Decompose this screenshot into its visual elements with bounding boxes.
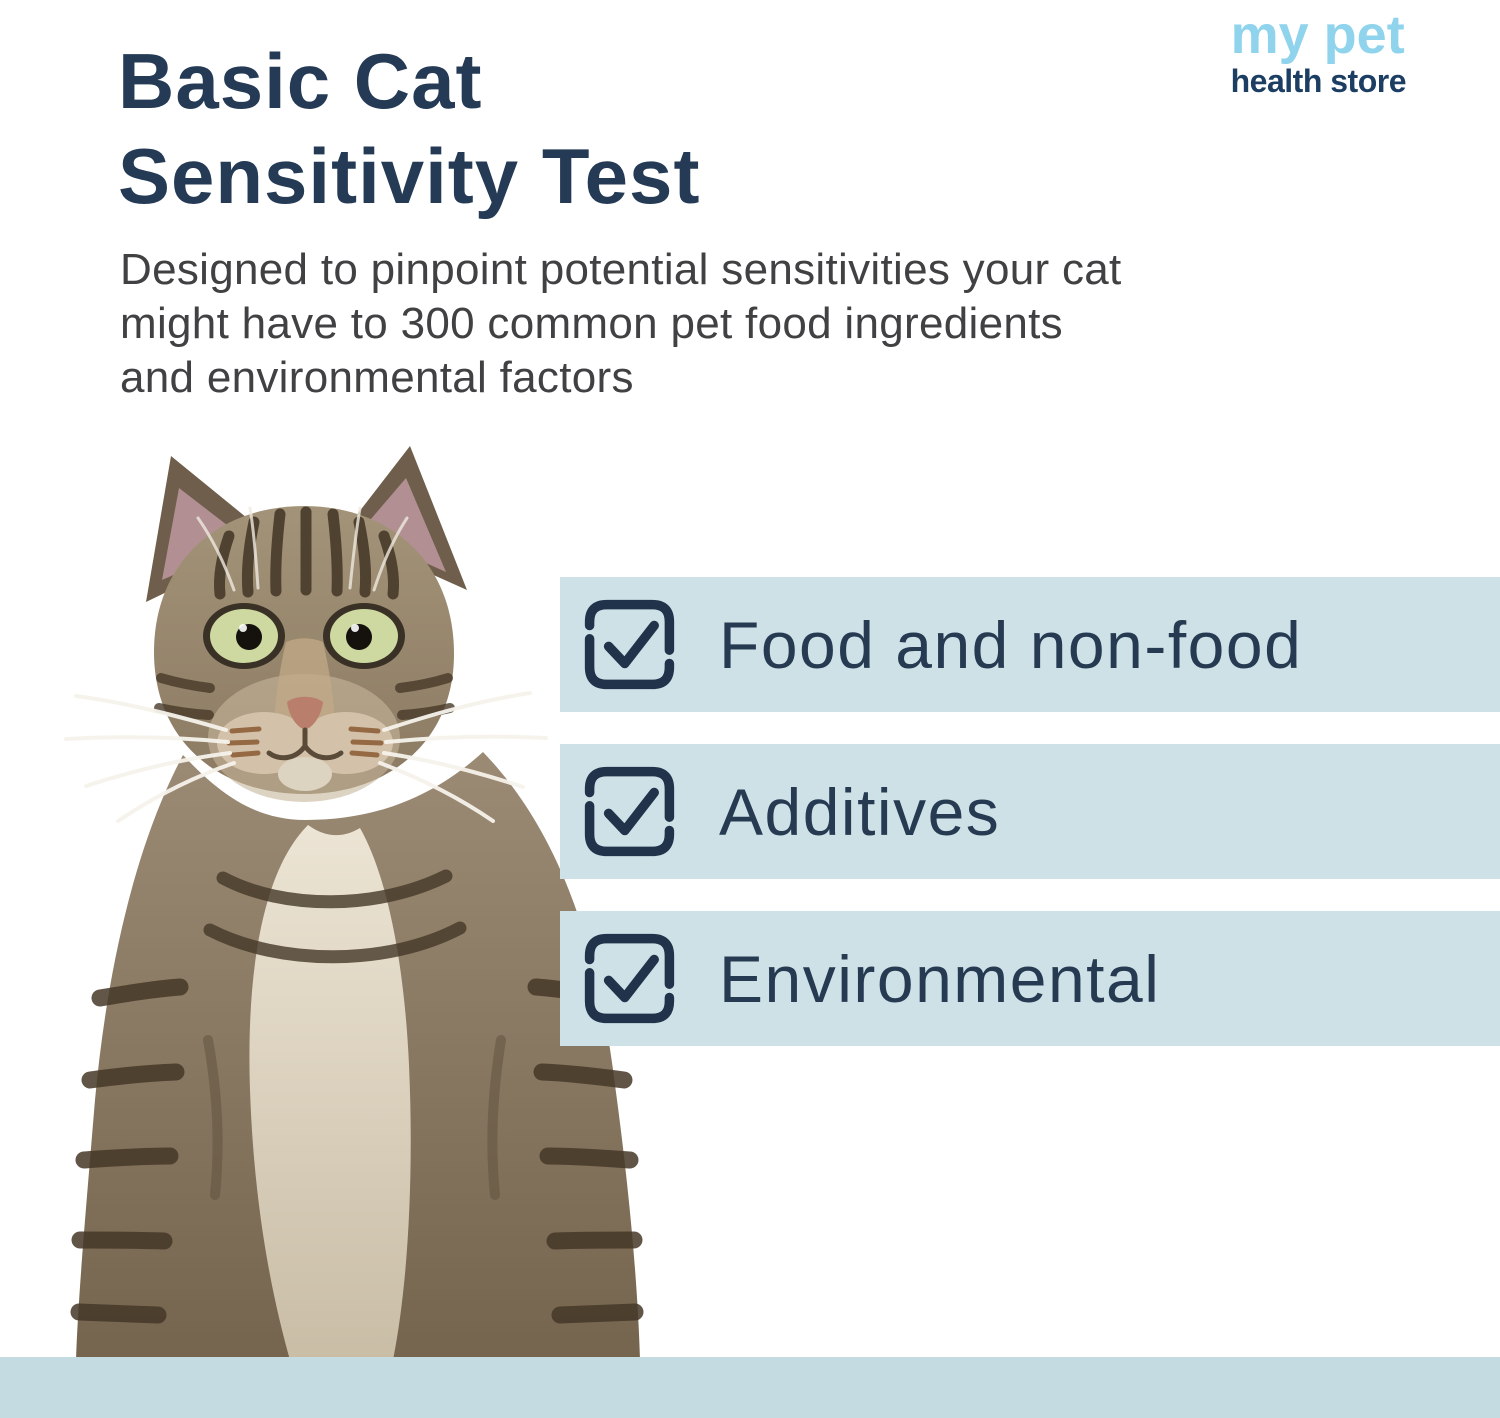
checklist-label: Environmental	[719, 941, 1161, 1016]
checklist-item: Environmental	[560, 911, 1500, 1046]
page-subtitle: Designed to pinpoint potential sensitivi…	[120, 245, 1122, 403]
checklist: Food and non-food Additives Environmenta…	[560, 577, 1500, 1046]
cat-photo	[64, 446, 644, 1360]
checklist-item: Additives	[560, 744, 1500, 879]
brand-tagline: health store	[1230, 63, 1407, 99]
brand-logo: my pet health store	[1230, 5, 1407, 99]
page-title: Basic Cat Sensitivity Test	[118, 37, 701, 221]
checkbox-checked-icon	[584, 933, 675, 1024]
checklist-item: Food and non-food	[560, 577, 1500, 712]
checklist-label: Food and non-food	[719, 607, 1303, 682]
checkbox-checked-icon	[584, 599, 675, 690]
checkbox-checked-icon	[584, 766, 675, 857]
checklist-label: Additives	[719, 774, 1001, 849]
brand-name: my pet	[1230, 5, 1405, 65]
footer-bar	[0, 1357, 1500, 1418]
